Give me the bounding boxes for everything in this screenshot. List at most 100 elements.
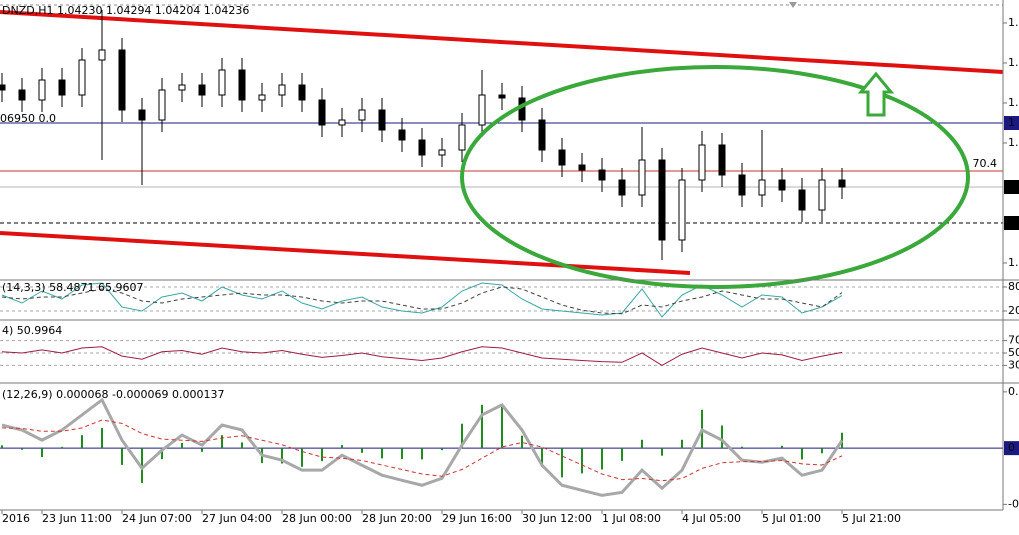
indicator-label: 06950 0.0	[0, 112, 56, 125]
candle-body	[698, 144, 706, 181]
candle-body	[578, 164, 586, 171]
histogram-bar	[401, 448, 403, 459]
channel-top	[0, 10, 1004, 74]
histogram-bar	[421, 448, 423, 460]
histogram-bar	[461, 423, 463, 449]
levels	[0, 122, 1003, 224]
candle-body	[198, 84, 206, 96]
x-tick-label: 30 Jun 12:00	[522, 512, 592, 525]
histogram-bar	[481, 404, 483, 449]
x-tick-label: 23 Jun 11:00	[42, 512, 112, 525]
candle-body	[498, 94, 506, 99]
histogram-bar	[721, 425, 723, 449]
candle-body	[438, 149, 446, 156]
histogram-bar	[221, 435, 223, 449]
x-tick-label: 24 Jun 07:00	[122, 512, 192, 525]
price-level-label: 70.4	[973, 157, 998, 170]
candle-body	[638, 159, 646, 196]
macd-title: (12,26,9) 0.000068 -0.000069 0.000137	[2, 388, 225, 401]
histogram-bar	[341, 445, 343, 449]
histogram-bar	[41, 448, 43, 458]
histogram-bar	[561, 448, 563, 478]
candle-body	[678, 179, 686, 241]
shift-marker	[789, 2, 797, 8]
histogram-bar	[761, 448, 763, 449]
candle-body	[758, 179, 766, 196]
histogram-bar	[581, 448, 583, 474]
histogram-bar	[181, 442, 183, 449]
candle-body	[798, 189, 806, 211]
histogram-bar	[21, 448, 23, 450]
x-tick-label: 5 Jul 01:00	[762, 512, 821, 525]
price-box	[1004, 180, 1019, 194]
histogram-bar	[841, 432, 843, 449]
histogram-bar	[541, 448, 543, 467]
histogram-bar	[621, 448, 623, 461]
candle-body	[138, 109, 146, 121]
y-tick-label: 70	[1008, 334, 1019, 347]
candle-body	[278, 84, 286, 96]
candle-body	[38, 79, 46, 101]
x-tick-label: 5 Jul 21:00	[842, 512, 901, 525]
candle-body	[458, 124, 466, 151]
x-tick-label: 28 Jun 00:00	[282, 512, 352, 525]
price-box	[1004, 216, 1019, 230]
rsi-title: 4) 50.9964	[2, 324, 62, 337]
candle-body	[338, 119, 346, 126]
price-box	[1004, 116, 1019, 130]
histogram-bar	[241, 442, 243, 449]
histogram-bar	[641, 439, 643, 449]
candle-body	[298, 84, 306, 101]
price-level-label: 1	[1008, 116, 1015, 129]
histogram-bar	[101, 427, 103, 449]
candle-body	[158, 89, 166, 121]
chart-title: DNZD,H1 1.04230 1.04294 1.04204 1.04236	[2, 4, 249, 17]
histogram-bar	[201, 448, 203, 452]
histogram-bar	[61, 446, 63, 449]
x-tick-label: 27 Jun 04:00	[202, 512, 272, 525]
y-tick-label: 50	[1008, 346, 1019, 359]
x-tick-label: 1 Jul 08:00	[602, 512, 661, 525]
indicator-line	[1, 419, 843, 482]
histogram-bar	[1, 445, 3, 449]
histogram-bar	[501, 406, 503, 449]
indicator-line	[1, 286, 843, 315]
histogram-bar	[81, 435, 83, 449]
y-tick-label: 1.	[1008, 16, 1019, 29]
y-tick-label: 0	[1008, 441, 1015, 454]
candle-body	[718, 144, 726, 176]
channel-bottom	[0, 231, 691, 275]
histogram-bar	[281, 448, 283, 464]
histogram-bar	[161, 448, 163, 460]
candle-body	[538, 119, 546, 151]
candle-body	[738, 174, 746, 196]
candle-body	[618, 179, 626, 196]
histogram-bar	[301, 448, 303, 467]
candle-body	[78, 59, 86, 96]
candle-body	[258, 94, 266, 101]
candle-body	[398, 129, 406, 141]
candle-body	[598, 169, 606, 181]
candle-body	[238, 69, 246, 101]
marks	[0, 10, 1003, 497]
candle-body	[58, 79, 66, 96]
y-tick-label: 1.	[1008, 136, 1019, 149]
candle-body	[98, 49, 106, 61]
candle-body	[778, 179, 786, 191]
candle-body	[178, 84, 186, 91]
highlight-ellipse	[460, 65, 970, 289]
histogram-bar	[121, 448, 123, 465]
histogram-bar	[741, 446, 743, 449]
y-tick-label: 80	[1008, 280, 1019, 293]
histogram-bar	[521, 435, 523, 449]
histogram-bar	[801, 448, 803, 460]
candle-body	[818, 179, 826, 211]
candle-body	[318, 99, 326, 126]
y-tick-label: 20	[1008, 304, 1019, 317]
x-tick-label: 29 Jun 16:00	[442, 512, 512, 525]
candle-body	[0, 84, 6, 91]
histogram-bar	[141, 448, 143, 483]
candle-body	[558, 149, 566, 166]
